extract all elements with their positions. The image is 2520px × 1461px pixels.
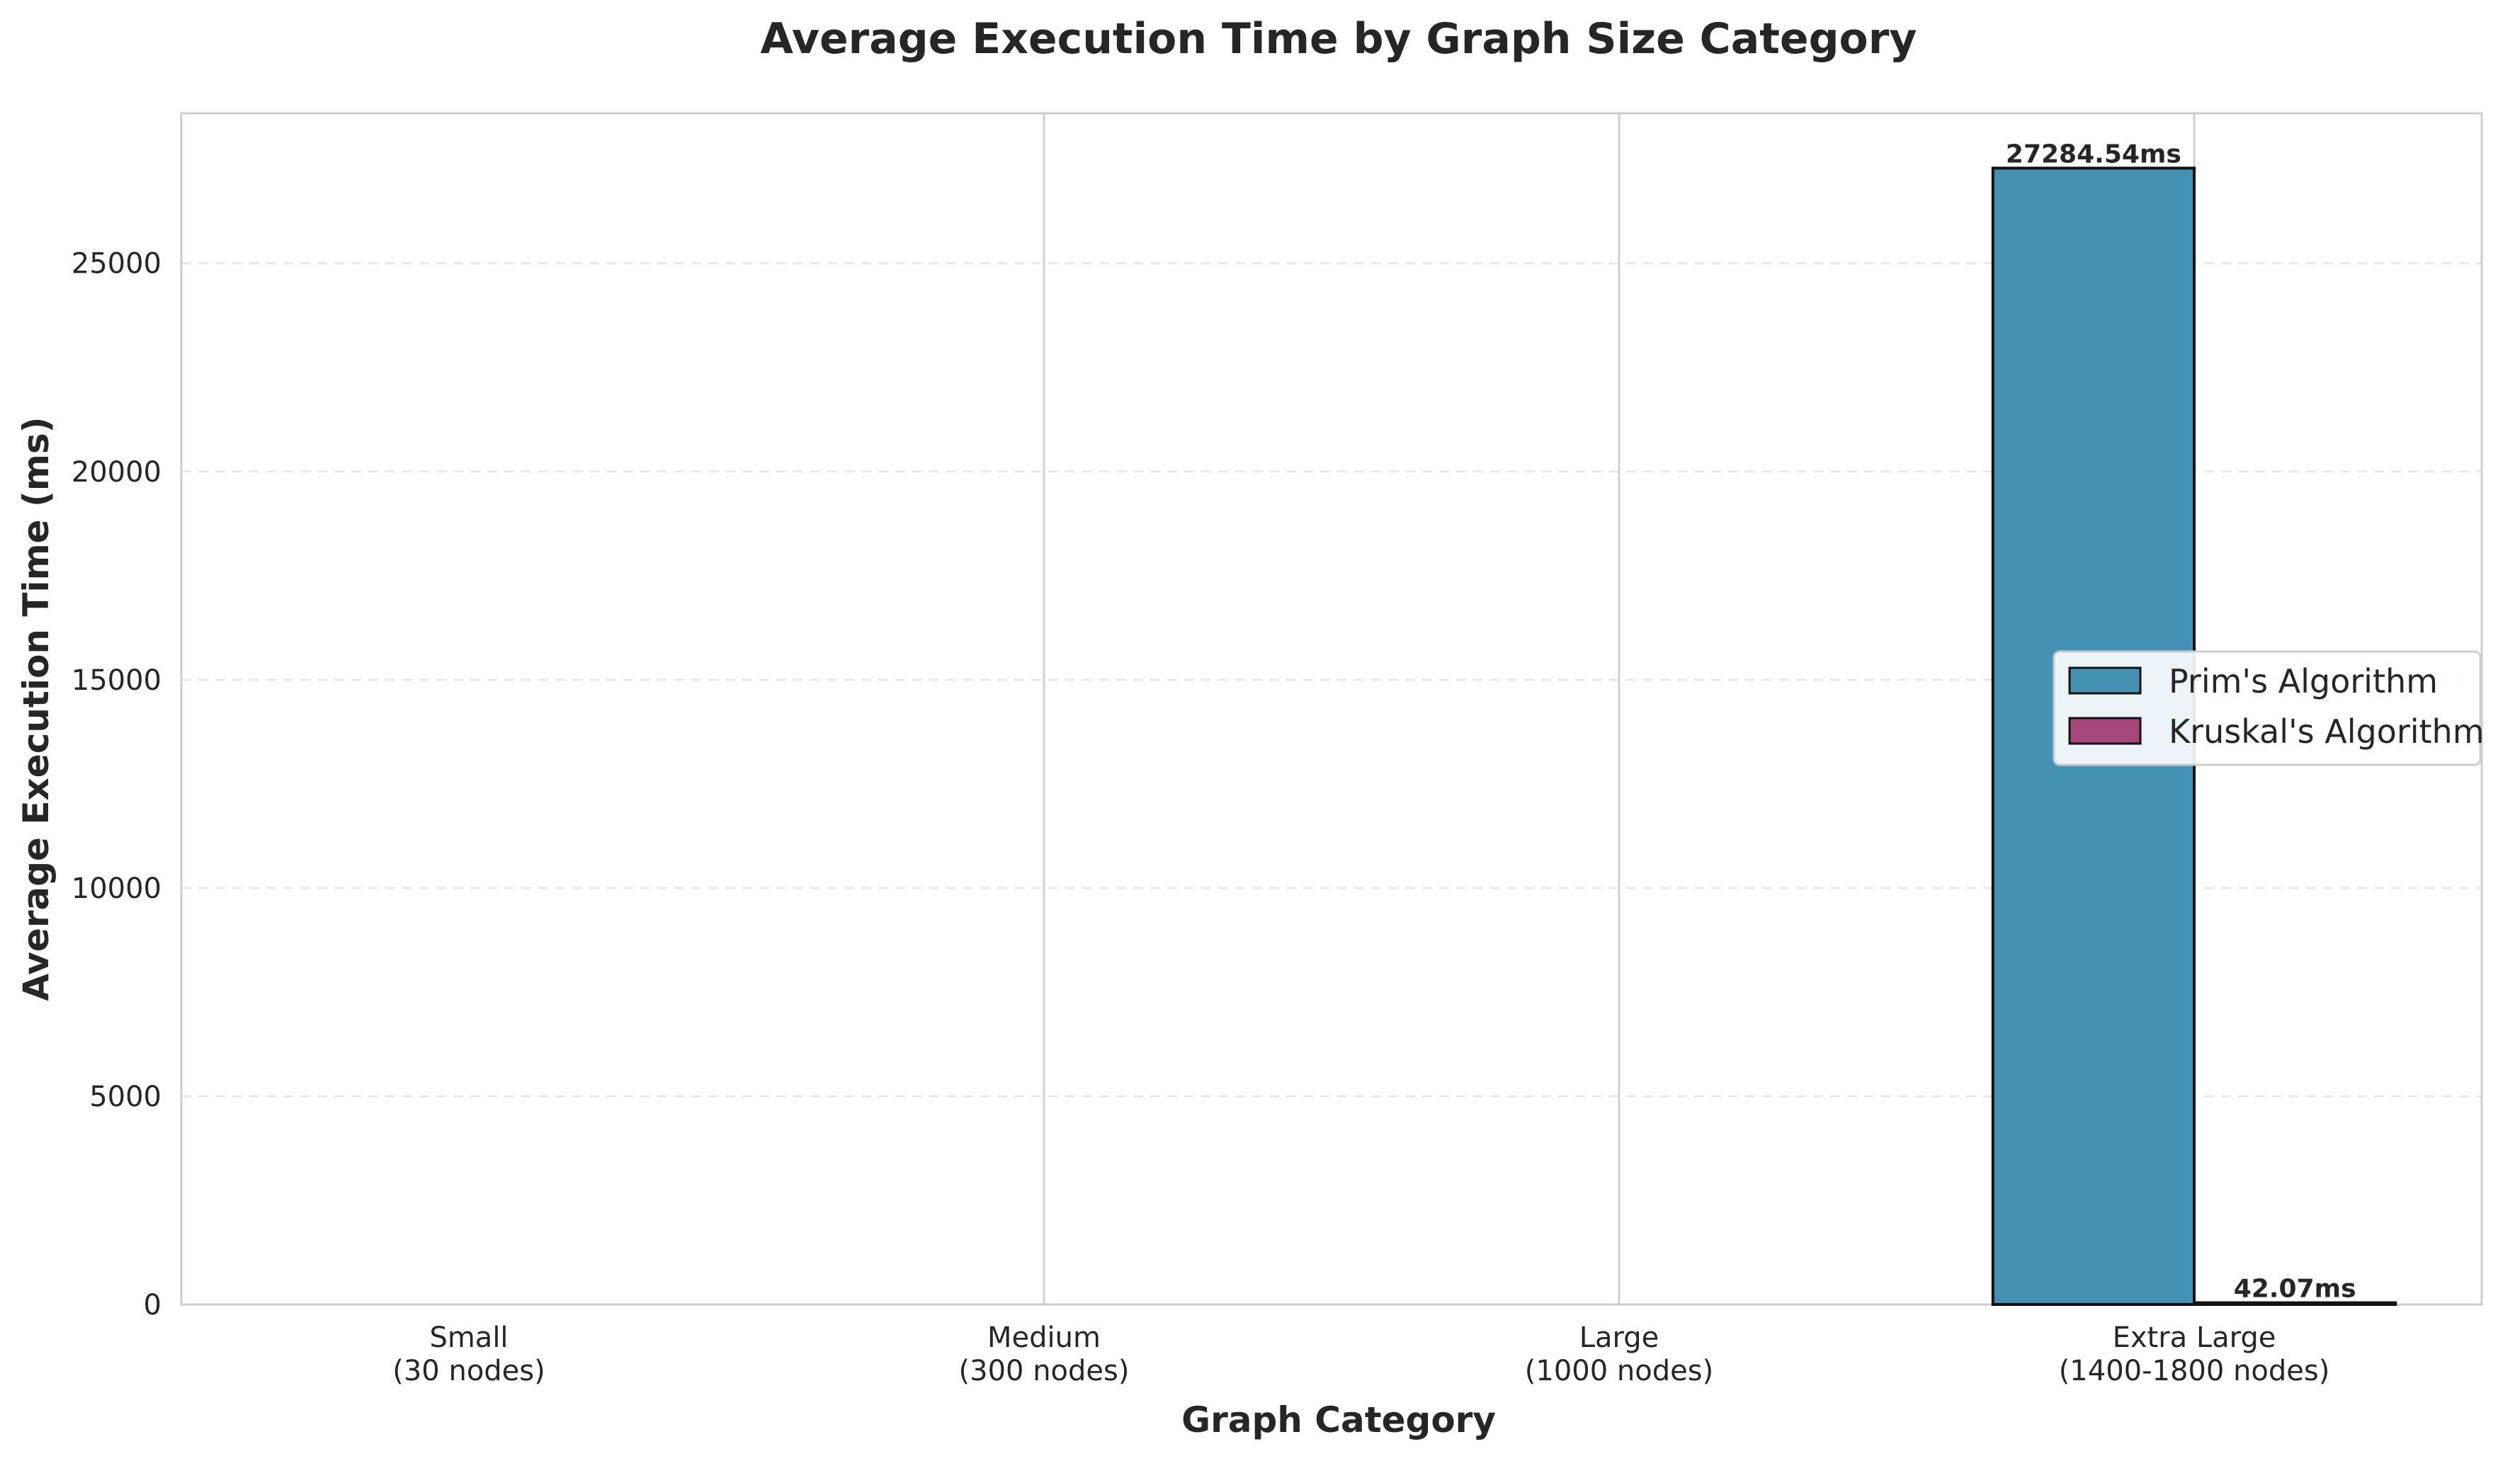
x-axis-title: Graph Category xyxy=(1181,1399,1496,1440)
y-tick-label: 10000 xyxy=(72,872,161,905)
chart-title: Average Execution Time by Graph Size Cat… xyxy=(761,14,1917,64)
legend-swatch-kruskals xyxy=(2068,717,2142,745)
bar-kruskals xyxy=(2193,1301,2397,1306)
plot-area-frame xyxy=(180,112,2483,1306)
x-tick-label: Large (1000 nodes) xyxy=(1525,1321,1713,1387)
legend-swatch-prims xyxy=(2068,666,2142,695)
legend-label-prims: Prim's Algorithm xyxy=(2169,662,2438,700)
legend-box xyxy=(2053,650,2482,766)
bar-value-label: 42.07ms xyxy=(2234,1275,2356,1304)
x-tick-label: Small (30 nodes) xyxy=(392,1321,545,1387)
y-tick-label: 0 xyxy=(144,1289,161,1321)
y-axis-title: Average Execution Time (ms) xyxy=(16,416,57,1001)
legend-label-kruskals: Kruskal's Algorithm xyxy=(2169,712,2485,751)
y-tick-label: 5000 xyxy=(89,1081,161,1113)
bar-labels: 27284.54ms 42.07ms xyxy=(2006,140,2356,1303)
x-tick-label: Extra Large (1400-1800 nodes) xyxy=(2059,1321,2330,1387)
legend: Prim's Algorithm Kruskal's Algorithm xyxy=(2053,650,2485,766)
bar-value-label: 27284.54ms xyxy=(2006,140,2181,169)
x-tick-label: Medium (300 nodes) xyxy=(959,1321,1130,1387)
y-tick-label: 15000 xyxy=(72,664,161,697)
x-axis-ticks: Small (30 nodes) Medium (300 nodes) Large (10… xyxy=(392,1321,2329,1387)
y-tick-label: 25000 xyxy=(72,248,161,280)
y-tick-label: 20000 xyxy=(72,456,161,489)
y-axis-ticks: 0 5000 10000 15000 20000 25000 xyxy=(72,248,161,1321)
